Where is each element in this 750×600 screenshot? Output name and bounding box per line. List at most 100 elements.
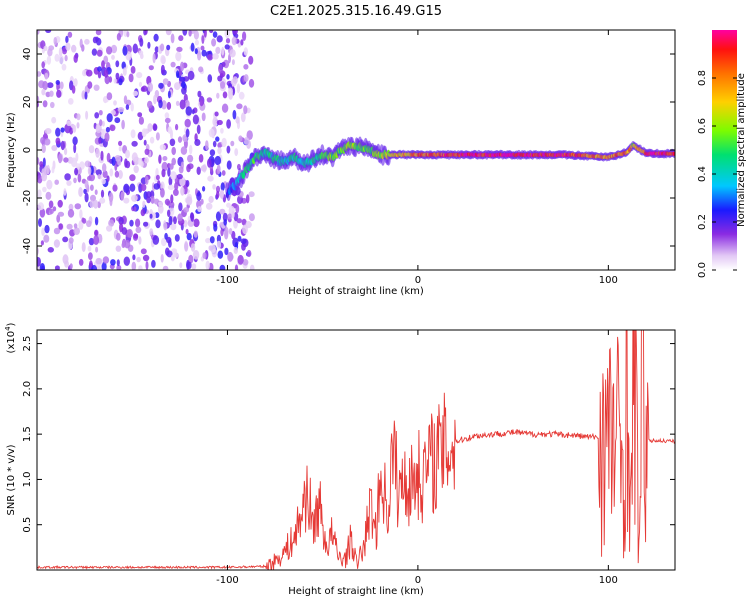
noise-speckle bbox=[128, 73, 134, 83]
noise-speckle bbox=[100, 189, 105, 198]
noise-speckle bbox=[232, 76, 238, 84]
noise-speckle bbox=[53, 239, 61, 248]
noise-speckle bbox=[181, 81, 186, 89]
noise-speckle bbox=[209, 236, 215, 244]
noise-speckle bbox=[147, 123, 153, 132]
noise-speckle bbox=[212, 184, 216, 190]
noise-speckle bbox=[37, 174, 43, 184]
noise-speckle bbox=[237, 195, 243, 204]
noise-speckle bbox=[115, 245, 122, 252]
noise-speckle bbox=[101, 261, 107, 270]
noise-speckle bbox=[167, 90, 171, 99]
noise-speckle bbox=[121, 242, 126, 249]
noise-speckle bbox=[73, 227, 80, 236]
noise-speckle bbox=[95, 169, 102, 176]
noise-speckle bbox=[40, 137, 46, 144]
noise-speckle bbox=[197, 50, 202, 61]
noise-speckle bbox=[228, 90, 234, 100]
noise-speckle bbox=[243, 47, 248, 56]
noise-speckle bbox=[179, 262, 183, 269]
noise-speckle bbox=[215, 185, 221, 193]
noise-speckle bbox=[174, 234, 180, 242]
noise-speckle bbox=[162, 78, 169, 85]
noise-speckle bbox=[164, 117, 171, 124]
noise-speckle bbox=[65, 42, 71, 51]
noise-speckle bbox=[217, 250, 224, 259]
noise-speckle bbox=[145, 175, 149, 185]
noise-speckle bbox=[87, 166, 92, 175]
noise-speckle bbox=[51, 165, 55, 174]
noise-speckle bbox=[110, 259, 116, 266]
noise-speckle bbox=[205, 140, 209, 151]
noise-speckle bbox=[151, 259, 156, 268]
noise-speckle bbox=[116, 33, 121, 41]
noise-speckle bbox=[170, 254, 175, 262]
noise-speckle bbox=[73, 54, 78, 63]
noise-speckle bbox=[78, 220, 84, 230]
noise-speckle bbox=[41, 144, 46, 154]
noise-speckle bbox=[162, 156, 168, 161]
noise-speckle bbox=[220, 228, 224, 237]
noise-speckle bbox=[135, 226, 142, 234]
noise-speckle bbox=[185, 228, 189, 235]
noise-speckle bbox=[89, 260, 93, 269]
noise-speckle bbox=[155, 174, 160, 181]
noise-speckle bbox=[141, 128, 147, 138]
noise-speckle bbox=[138, 81, 143, 88]
noise-speckle bbox=[116, 264, 122, 270]
noise-speckle bbox=[113, 78, 117, 84]
colorbar-tick-label: 0.0 bbox=[697, 262, 708, 278]
noise-speckle bbox=[196, 191, 202, 201]
noise-speckle bbox=[93, 235, 100, 246]
noise-speckle bbox=[166, 44, 171, 51]
noise-speckle bbox=[245, 194, 250, 204]
noise-speckle bbox=[161, 100, 167, 110]
noise-speckle bbox=[138, 236, 142, 245]
noise-speckle bbox=[227, 213, 232, 220]
noise-speckle bbox=[113, 100, 117, 106]
noise-speckle bbox=[138, 50, 144, 56]
noise-speckle bbox=[56, 214, 61, 223]
y-tick-label: 0.5 bbox=[22, 517, 33, 533]
noise-speckle bbox=[123, 183, 130, 193]
noise-speckle bbox=[216, 190, 220, 199]
noise-speckle bbox=[143, 221, 149, 227]
noise-speckle bbox=[84, 160, 91, 168]
noise-speckle bbox=[193, 30, 199, 40]
noise-speckle bbox=[124, 239, 131, 249]
noise-speckle bbox=[231, 59, 235, 66]
x-tick-label: 100 bbox=[599, 275, 618, 286]
noise-speckle bbox=[67, 208, 75, 218]
noise-speckle bbox=[42, 80, 48, 91]
noise-speckle bbox=[236, 83, 241, 94]
noise-speckle bbox=[220, 81, 226, 89]
snr-plot-area bbox=[37, 330, 675, 570]
noise-speckle bbox=[132, 254, 136, 261]
noise-speckle bbox=[98, 137, 102, 144]
noise-speckle bbox=[221, 170, 226, 176]
noise-speckle bbox=[54, 53, 60, 62]
noise-speckle bbox=[125, 160, 131, 169]
noise-speckle bbox=[109, 124, 116, 132]
noise-speckle bbox=[106, 46, 113, 55]
noise-speckle bbox=[202, 186, 206, 192]
noise-speckle bbox=[158, 99, 163, 109]
noise-speckle bbox=[122, 67, 127, 76]
noise-speckle bbox=[212, 53, 219, 60]
noise-speckle bbox=[197, 206, 203, 213]
noise-speckle bbox=[198, 66, 204, 73]
snr-x-axis-label: Height of straight line (km) bbox=[288, 586, 424, 597]
noise-speckle bbox=[208, 195, 214, 204]
spectrogram-x-axis-label: Height of straight line (km) bbox=[288, 286, 424, 297]
noise-speckle bbox=[178, 76, 186, 82]
noise-speckle bbox=[209, 149, 216, 157]
noise-speckle bbox=[64, 54, 68, 62]
noise-speckle bbox=[105, 126, 110, 133]
noise-speckle bbox=[238, 91, 245, 100]
noise-speckle bbox=[226, 119, 232, 129]
noise-speckle bbox=[176, 173, 183, 180]
noise-speckle bbox=[178, 166, 184, 174]
noise-speckle bbox=[152, 53, 156, 64]
noise-speckle bbox=[208, 245, 213, 251]
